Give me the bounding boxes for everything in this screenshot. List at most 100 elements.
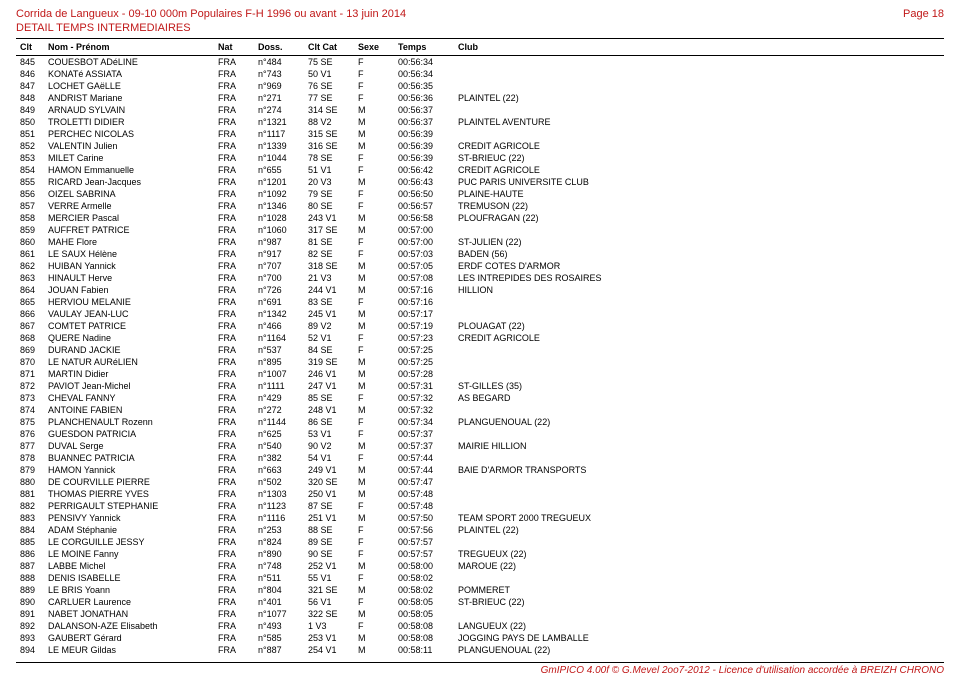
- table-cell: 889: [16, 584, 44, 596]
- table-cell: 316 SE: [304, 140, 354, 152]
- table-row: 874ANTOINE FABIENFRAn°272248 V1M00:57:32: [16, 404, 944, 416]
- table-cell: 858: [16, 212, 44, 224]
- table-cell: [454, 368, 944, 380]
- table-cell: n°382: [254, 452, 304, 464]
- table-header-row: Clt Nom - Prénom Nat Doss. Clt Cat Sexe …: [16, 39, 944, 56]
- table-cell: 52 V1: [304, 332, 354, 344]
- table-cell: DE COURVILLE PIERRE: [44, 476, 214, 488]
- table-cell: MERCIER Pascal: [44, 212, 214, 224]
- table-cell: 315 SE: [304, 128, 354, 140]
- table-cell: n°887: [254, 644, 304, 656]
- table-cell: n°429: [254, 392, 304, 404]
- table-cell: 884: [16, 524, 44, 536]
- table-cell: [454, 56, 944, 69]
- table-cell: [454, 344, 944, 356]
- table-cell: 252 V1: [304, 560, 354, 572]
- table-cell: M: [354, 404, 394, 416]
- table-cell: JOUAN Fabien: [44, 284, 214, 296]
- table-cell: 894: [16, 644, 44, 656]
- table-cell: AS BEGARD: [454, 392, 944, 404]
- table-row: 892DALANSON-AZE ElisabethFRAn°4931 V3F00…: [16, 620, 944, 632]
- table-cell: FRA: [214, 116, 254, 128]
- table-cell: 00:57:57: [394, 548, 454, 560]
- table-cell: M: [354, 632, 394, 644]
- table-row: 859AUFFRET PATRICEFRAn°1060317 SEM00:57:…: [16, 224, 944, 236]
- table-row: 856OIZEL SABRINAFRAn°109279 SEF00:56:50P…: [16, 188, 944, 200]
- table-cell: 84 SE: [304, 344, 354, 356]
- table-cell: 851: [16, 128, 44, 140]
- table-cell: F: [354, 296, 394, 308]
- table-cell: [454, 308, 944, 320]
- table-cell: PLAINTEL (22): [454, 524, 944, 536]
- table-row: 887LABBE MichelFRAn°748252 V1M00:58:00MA…: [16, 560, 944, 572]
- table-cell: THOMAS PIERRE YVES: [44, 488, 214, 500]
- table-cell: 00:58:00: [394, 560, 454, 572]
- table-cell: 856: [16, 188, 44, 200]
- table-row: 883PENSIVY YannickFRAn°1116251 V1M00:57:…: [16, 512, 944, 524]
- table-cell: FRA: [214, 476, 254, 488]
- table-cell: 880: [16, 476, 44, 488]
- table-cell: n°824: [254, 536, 304, 548]
- table-cell: DALANSON-AZE Elisabeth: [44, 620, 214, 632]
- table-cell: TROLETTI DIDIER: [44, 116, 214, 128]
- table-cell: [454, 224, 944, 236]
- table-cell: 81 SE: [304, 236, 354, 248]
- table-row: 871MARTIN DidierFRAn°1007246 V1M00:57:28: [16, 368, 944, 380]
- table-cell: n°511: [254, 572, 304, 584]
- table-cell: F: [354, 92, 394, 104]
- table-cell: FRA: [214, 332, 254, 344]
- table-row: 880DE COURVILLE PIERREFRAn°502320 SEM00:…: [16, 476, 944, 488]
- table-cell: 50 V1: [304, 68, 354, 80]
- table-cell: 245 V1: [304, 308, 354, 320]
- table-cell: LABBE Michel: [44, 560, 214, 572]
- table-cell: 855: [16, 176, 44, 188]
- table-cell: 00:56:43: [394, 176, 454, 188]
- table-cell: n°585: [254, 632, 304, 644]
- table-cell: ERDF COTES D'ARMOR: [454, 260, 944, 272]
- table-cell: 00:56:50: [394, 188, 454, 200]
- table-cell: 21 V3: [304, 272, 354, 284]
- table-cell: TREMUSON (22): [454, 200, 944, 212]
- table-cell: 00:56:36: [394, 92, 454, 104]
- table-cell: PENSIVY Yannick: [44, 512, 214, 524]
- table-cell: 00:58:11: [394, 644, 454, 656]
- table-cell: FRA: [214, 224, 254, 236]
- table-row: 855RICARD Jean-JacquesFRAn°120120 V3M00:…: [16, 176, 944, 188]
- table-cell: VAULAY JEAN-LUC: [44, 308, 214, 320]
- table-cell: 54 V1: [304, 452, 354, 464]
- table-cell: F: [354, 572, 394, 584]
- table-cell: 892: [16, 620, 44, 632]
- table-cell: n°1077: [254, 608, 304, 620]
- table-cell: M: [354, 644, 394, 656]
- table-row: 861LE SAUX HélèneFRAn°91782 SEF00:57:03B…: [16, 248, 944, 260]
- table-cell: 893: [16, 632, 44, 644]
- footer-credit: GmIPICO 4.00f © G.Mevel 2oo7-2012 - Lice…: [16, 662, 944, 676]
- table-cell: 00:57:57: [394, 536, 454, 548]
- table-cell: MILET Carine: [44, 152, 214, 164]
- table-cell: 00:57:16: [394, 296, 454, 308]
- table-cell: 00:56:34: [394, 56, 454, 69]
- table-cell: 875: [16, 416, 44, 428]
- table-cell: [454, 404, 944, 416]
- table-cell: F: [354, 500, 394, 512]
- table-cell: [454, 476, 944, 488]
- table-row: 877DUVAL SergeFRAn°54090 V2M00:57:37MAIR…: [16, 440, 944, 452]
- table-cell: 00:58:02: [394, 572, 454, 584]
- table-cell: 00:56:42: [394, 164, 454, 176]
- table-cell: n°1342: [254, 308, 304, 320]
- table-cell: PLANGUENOUAL (22): [454, 644, 944, 656]
- table-cell: TEAM SPORT 2000 TREGUEUX: [454, 512, 944, 524]
- table-row: 864JOUAN FabienFRAn°726244 V1M00:57:16HI…: [16, 284, 944, 296]
- table-cell: 854: [16, 164, 44, 176]
- table-cell: ST-BRIEUC (22): [454, 596, 944, 608]
- table-cell: FRA: [214, 56, 254, 69]
- table-cell: HAMON Yannick: [44, 464, 214, 476]
- table-row: 852VALENTIN JulienFRAn°1339316 SEM00:56:…: [16, 140, 944, 152]
- table-cell: DENIS ISABELLE: [44, 572, 214, 584]
- table-cell: n°890: [254, 548, 304, 560]
- table-cell: n°1028: [254, 212, 304, 224]
- table-cell: n°274: [254, 104, 304, 116]
- table-cell: FRA: [214, 152, 254, 164]
- table-row: 850TROLETTI DIDIERFRAn°132188 V2M00:56:3…: [16, 116, 944, 128]
- table-cell: M: [354, 104, 394, 116]
